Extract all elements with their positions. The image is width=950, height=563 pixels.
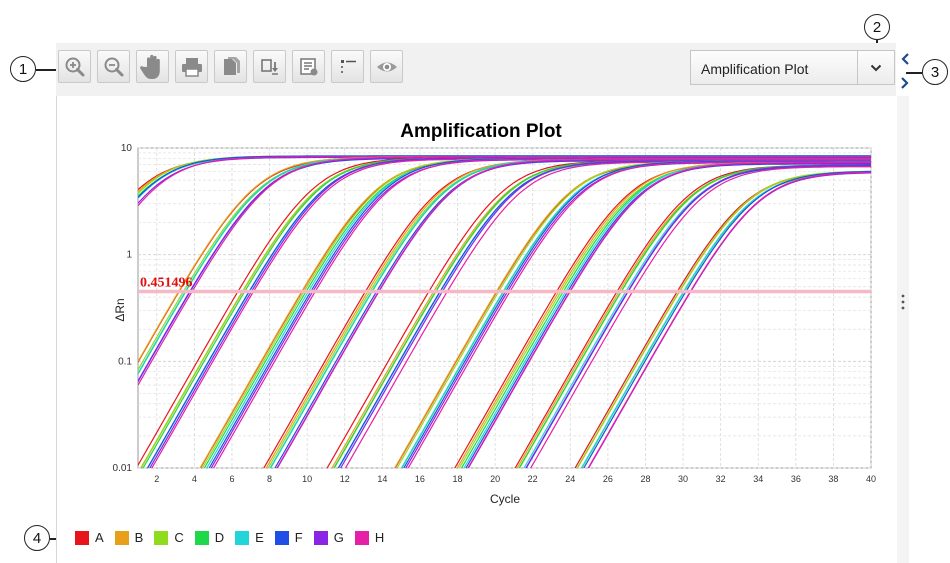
legend-item: A (75, 530, 104, 545)
plot-properties-button[interactable] (292, 50, 325, 83)
callout-4: 4 (24, 525, 50, 551)
zoom-out-icon (104, 57, 123, 76)
zoom-in-button[interactable] (58, 50, 91, 83)
side-splitter (897, 96, 909, 563)
printer-icon (181, 57, 202, 77)
legend-swatch (154, 530, 169, 545)
legend-label: D (214, 530, 225, 545)
plot-panel (56, 96, 898, 563)
show-hide-button[interactable] (370, 50, 403, 83)
legend-swatch (235, 530, 250, 545)
hand-icon (139, 54, 160, 79)
plot-type-select[interactable]: Amplification Plot (690, 50, 895, 85)
export-icon (260, 58, 278, 75)
legend-label: F (294, 530, 303, 545)
vertical-dots-icon[interactable] (900, 293, 906, 311)
legend-label: B (134, 530, 144, 545)
callout-1: 1 (10, 56, 36, 82)
legend-item: C (154, 530, 184, 545)
legend-item: D (194, 530, 225, 545)
copy-button[interactable] (214, 50, 247, 83)
export-button[interactable] (253, 50, 286, 83)
legend-swatch (75, 530, 89, 545)
legend-swatch (114, 530, 129, 545)
legend-item: H (354, 530, 385, 545)
chevron-down-icon (870, 64, 882, 71)
legend-item: B (114, 530, 144, 545)
callout-3-leader (906, 72, 922, 74)
print-button[interactable] (175, 50, 208, 83)
legend-label: A (95, 530, 104, 545)
legend-swatch (194, 530, 209, 545)
pan-button[interactable] (136, 50, 169, 83)
eye-icon (376, 62, 397, 71)
properties-icon (299, 57, 317, 75)
plot-type-selected: Amplification Plot (701, 61, 809, 77)
chevron-left-icon[interactable] (899, 52, 911, 66)
chevron-right-icon[interactable] (899, 76, 911, 90)
legend-swatch (313, 530, 328, 545)
zoom-out-button[interactable] (97, 50, 130, 83)
legend-label: G (333, 530, 344, 545)
legend-label: C (174, 530, 184, 545)
legend-swatch (274, 530, 289, 545)
legend-label: H (374, 530, 385, 545)
callout-1-leader (36, 69, 58, 71)
callout-3: 3 (922, 59, 948, 85)
legend-icon (340, 59, 356, 73)
copy-icon (223, 56, 240, 75)
legend: A B C D E F G H (75, 530, 395, 545)
callout-2: 2 (864, 14, 890, 40)
zoom-in-icon (65, 57, 84, 76)
legend-toggle-button[interactable] (331, 50, 364, 83)
legend-swatch (354, 530, 369, 545)
plot-type-dropdown-button[interactable] (857, 51, 894, 84)
legend-item: E (235, 530, 264, 545)
legend-item: F (274, 530, 303, 545)
legend-label: E (255, 530, 264, 545)
legend-item: G (313, 530, 344, 545)
